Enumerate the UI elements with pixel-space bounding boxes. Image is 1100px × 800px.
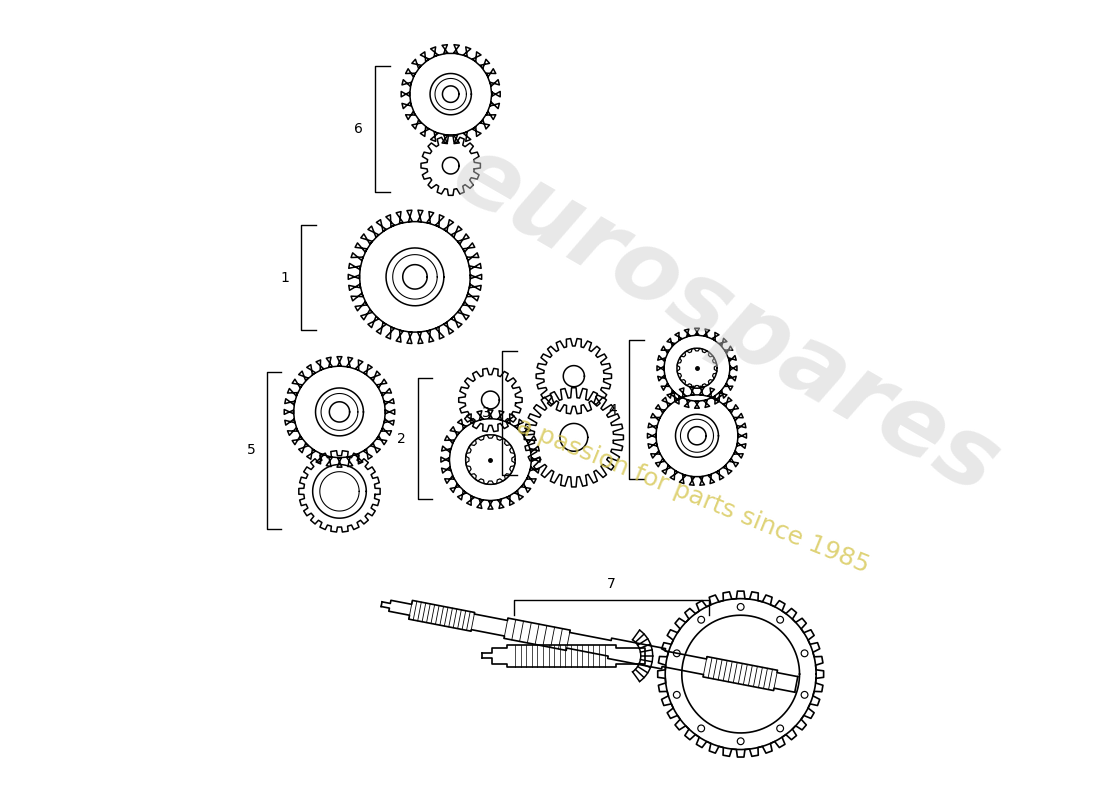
Text: a passion for parts since 1985: a passion for parts since 1985	[514, 414, 872, 578]
Text: 2: 2	[397, 431, 406, 446]
Text: eurospares: eurospares	[436, 126, 1014, 514]
Text: 3: 3	[482, 406, 491, 420]
Text: 4: 4	[608, 403, 617, 417]
Text: 5: 5	[246, 443, 255, 458]
Text: 1: 1	[280, 270, 289, 285]
Text: 7: 7	[607, 577, 616, 590]
Text: 6: 6	[354, 122, 363, 136]
